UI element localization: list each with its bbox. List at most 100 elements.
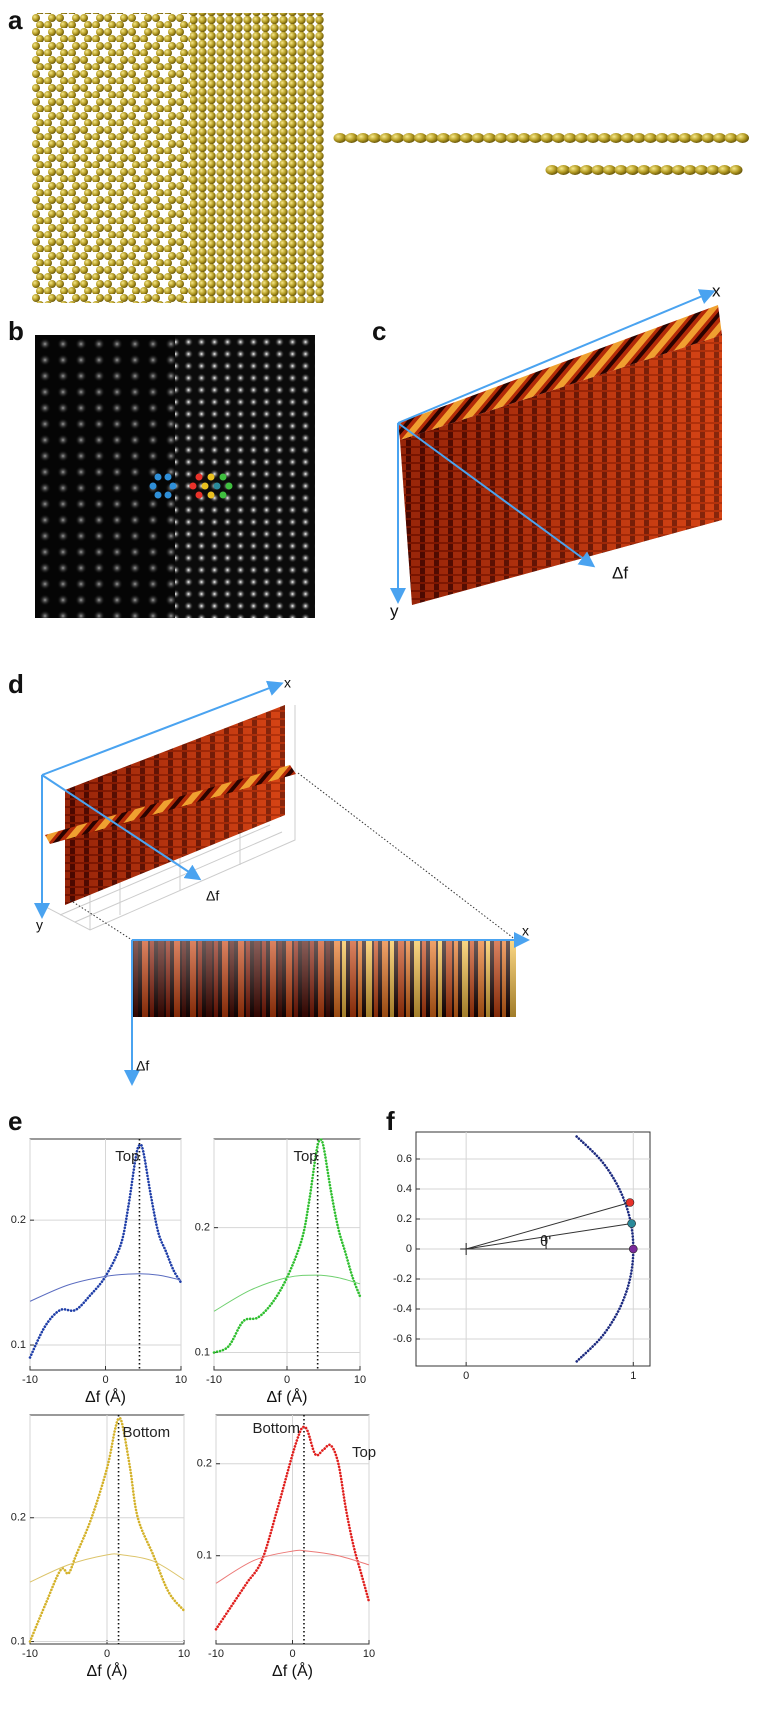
y-tick-label: 0.6 [397,1153,412,1165]
x-tick-label: 0 [284,1374,290,1386]
ray [466,1202,631,1250]
slab-top [398,305,722,440]
atom [575,133,588,143]
axis-label: y [36,917,43,933]
y-tick-label: 0.1 [11,1339,26,1351]
atom [667,133,680,143]
atom [626,165,639,175]
atom [621,133,634,143]
axis-label: Δf [206,888,219,904]
x-tick-label: 10 [178,1648,190,1660]
atom [333,133,347,143]
x-tick-label: -10 [208,1648,224,1660]
atom [690,133,703,143]
axis-label: x [522,923,529,939]
x-tick-label: 1 [630,1370,636,1382]
zoom-line [297,772,517,941]
atom [471,133,485,143]
site-markers [149,473,233,499]
panel-label: b [8,316,24,346]
image-left [35,335,175,618]
atom [678,133,692,143]
y-tick-label: -0.6 [393,1333,412,1345]
y-tick-label: 0.2 [195,1222,210,1234]
y-tick-label: 0.2 [197,1458,212,1470]
y-tick-label: 0.4 [397,1183,412,1195]
atom [580,165,593,175]
annotation: Bottom [123,1424,171,1441]
atom [494,133,508,143]
x-axis-label: Δf (Å) [272,1661,313,1680]
atom [368,133,381,143]
atom [701,133,715,143]
slab-shade [400,335,722,605]
panel-label: c [372,316,386,346]
y-tick-label: 0.2 [11,1214,26,1226]
lattice-left [32,13,190,303]
atom [713,133,726,143]
atom [563,133,577,143]
atom [706,165,720,175]
atom [529,133,542,143]
atom [655,133,669,143]
atom [391,133,404,143]
atom [460,133,473,143]
x-axis-label: Δf (Å) [85,1387,126,1406]
atom [402,133,416,143]
axis-df [41,774,202,881]
atom [672,165,685,175]
series-line [213,1274,361,1312]
y-tick-label: 0.2 [397,1213,412,1225]
x-tick-label: -10 [22,1374,38,1386]
panel-label: a [8,5,23,35]
series-line [28,1143,183,1359]
series-line [29,1273,182,1302]
atom [586,133,600,143]
x-axis-label: Δf (Å) [87,1661,128,1680]
axis-x [397,289,716,424]
atom [695,165,708,175]
atom [632,133,646,143]
point [625,1198,635,1207]
annotation: Bottom [252,1420,300,1437]
y-tick-label: 0.1 [197,1550,212,1562]
x-tick-label: 0 [463,1370,469,1382]
y-tick-label: 0 [406,1243,412,1255]
annotation: Top [115,1148,139,1165]
atom [591,165,605,175]
x-tick-label: -10 [206,1374,222,1386]
atom [379,133,393,143]
atom [660,165,674,175]
x-tick-label: -10 [22,1648,38,1660]
atom [649,165,662,175]
panel-label: e [8,1106,22,1136]
x-tick-label: 10 [354,1374,366,1386]
atom [644,133,657,143]
atom [614,165,628,175]
atom [448,133,462,143]
series-line [29,1553,185,1583]
slice-image [132,941,516,1017]
x-tick-label: 0 [102,1374,108,1386]
slice-shade [132,941,516,1017]
ray [466,1223,632,1250]
x-tick-label: 10 [175,1374,187,1386]
atom [517,133,531,143]
series-line [212,1138,362,1354]
atom [683,165,697,175]
axis-label: x [712,281,721,300]
y-tick-label: 0.1 [11,1635,26,1647]
atom [356,133,370,143]
atom [437,133,450,143]
y-tick-label: -0.2 [393,1273,412,1285]
x-tick-label: 10 [363,1648,375,1660]
atom [718,165,731,175]
slice [45,765,296,844]
axis-df [397,422,596,568]
atom [637,165,651,175]
axis-x [41,680,284,776]
axis-label: y [390,601,399,620]
atom [568,165,582,175]
